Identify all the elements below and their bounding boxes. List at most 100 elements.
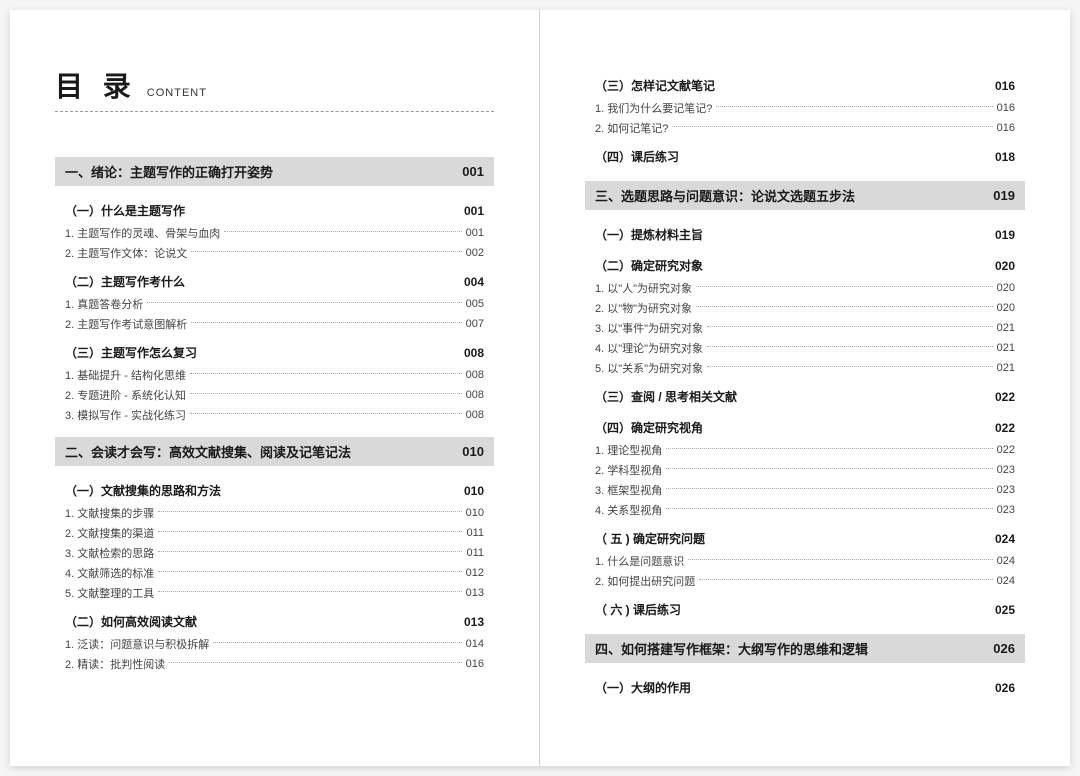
toc-page: 019	[995, 228, 1015, 242]
toc-page: 014	[466, 638, 484, 650]
toc-label: 3. 模拟写作 - 实战化练习	[65, 407, 186, 423]
toc-item: 2. 主题写作文体：论说文002	[55, 245, 494, 261]
toc-label: （ 六 ) 课后练习	[595, 601, 681, 618]
toc-dots	[699, 579, 992, 580]
toc-page: 001	[464, 204, 484, 218]
toc-dots	[666, 488, 992, 489]
toc-item: 1. 主题写作的灵魂、骨架与血肉001	[55, 225, 494, 241]
toc-page: 016	[997, 122, 1015, 134]
toc-page: 010	[466, 507, 484, 519]
toc-dots	[191, 322, 461, 323]
toc-section: （二）确定研究对象 020	[585, 251, 1025, 276]
toc-label: 2. 精读：批判性阅读	[65, 656, 165, 672]
toc-item: 1. 文献搜集的步骤 010	[55, 505, 494, 521]
toc-item: 4. 关系型视角023	[585, 502, 1025, 518]
page-right: （三）怎样记文献笔记016 1. 我们为什么要记笔记?016 2. 如何记笔记?01…	[540, 10, 1070, 766]
toc-label: 1. 主题写作的灵魂、骨架与血肉	[65, 225, 220, 241]
toc-item: 1. 什么是问题意识024	[585, 553, 1025, 569]
toc-section: （四）课后练习018	[585, 142, 1025, 167]
toc-page: 016	[997, 102, 1015, 114]
toc-chapter: 四、如何搭建写作框架：大纲写作的思维和逻辑026	[585, 634, 1025, 663]
toc-page: 008	[466, 369, 484, 381]
toc-item: 2. 如何提出研究问题024	[585, 573, 1025, 589]
toc-dots	[169, 662, 461, 663]
toc-page: 001	[462, 164, 484, 179]
toc-dots	[666, 508, 992, 509]
toc-page: 016	[466, 658, 484, 670]
toc-page: 020	[997, 282, 1015, 294]
toc-label: （四）课后练习	[595, 148, 679, 165]
toc-label: （二）如何高效阅读文献	[65, 613, 197, 630]
toc-page: 023	[997, 504, 1015, 516]
title-main: 目 录	[55, 65, 137, 105]
toc-label: 2. 专题进阶 - 系统化认知	[65, 387, 186, 403]
toc-item: 1. 基础提升 - 结构化思维 008	[55, 367, 494, 383]
toc-page: 021	[997, 342, 1015, 354]
toc-label: 3. 文献检索的思路	[65, 545, 154, 561]
toc-label: 1. 真题答卷分析	[65, 296, 143, 312]
toc-dots	[688, 559, 992, 560]
toc-label: （ 五 ) 确定研究问题	[595, 530, 705, 547]
toc-label: （二）主题写作考什么	[65, 273, 185, 290]
toc-page: 021	[997, 322, 1015, 334]
toc-item: 3. 以"事件"为研究对象021	[585, 320, 1025, 336]
toc-page: 021	[997, 362, 1015, 374]
toc-label: 1. 文献搜集的步骤	[65, 505, 154, 521]
toc-label: 2. 文献搜集的渠道	[65, 525, 154, 541]
toc-item: 2. 文献搜集的渠道 011	[55, 525, 494, 541]
toc-page: 022	[995, 421, 1015, 435]
toc-page: 008	[466, 409, 484, 421]
toc-label: （四）确定研究视角	[595, 419, 703, 436]
toc-dots	[191, 251, 461, 252]
toc-label: 2. 以"物"为研究对象	[595, 300, 692, 316]
toc-page: 011	[466, 527, 484, 539]
toc-page: 023	[997, 464, 1015, 476]
toc-section: （三）怎样记文献笔记016	[585, 71, 1025, 96]
toc-dots	[190, 393, 462, 394]
toc-section: （二）主题写作考什么 004	[55, 267, 494, 292]
toc-dots	[696, 306, 993, 307]
toc-page: 020	[995, 259, 1015, 273]
toc-item: 1. 我们为什么要记笔记?016	[585, 100, 1025, 116]
toc-page: 019	[993, 188, 1015, 203]
toc-dots	[707, 366, 993, 367]
toc-dots	[158, 531, 462, 532]
toc-label: 一、绪论：主题写作的正确打开姿势	[65, 162, 273, 181]
toc-page: 011	[466, 547, 484, 559]
toc-section: （ 六 ) 课后练习 025	[585, 595, 1025, 620]
toc-label: 5. 以"关系"为研究对象	[595, 360, 703, 376]
toc-item: 5. 文献整理的工具013	[55, 585, 494, 601]
toc-section: （三）主题写作怎么复习008	[55, 338, 494, 363]
toc-chapter: 三、选题思路与问题意识：论说文选题五步法 019	[585, 181, 1025, 210]
toc-label: （三）查阅 / 思考相关文献	[595, 388, 737, 405]
toc-page: 016	[995, 79, 1015, 93]
toc-page: 024	[997, 575, 1015, 587]
toc-chapter: 二、会读才会写：高效文献搜集、阅读及记笔记法 010	[55, 437, 494, 466]
toc-page: 008	[466, 389, 484, 401]
toc-label: 二、会读才会写：高效文献搜集、阅读及记笔记法	[65, 442, 351, 461]
toc-label: 1. 基础提升 - 结构化思维	[65, 367, 186, 383]
toc-item: 2. 如何记笔记?016	[585, 120, 1025, 136]
toc-item: 4. 文献筛选的标准012	[55, 565, 494, 581]
toc-label: 三、选题思路与问题意识：论说文选题五步法	[595, 186, 855, 205]
toc-label: （二）确定研究对象	[595, 257, 703, 274]
toc-page: 008	[464, 346, 484, 360]
toc-label: 2. 主题写作考试意图解析	[65, 316, 187, 332]
toc-label: 3. 框架型视角	[595, 482, 662, 498]
toc-page: 026	[993, 641, 1015, 656]
toc-label: （一）什么是主题写作	[65, 202, 185, 219]
title-sub: CONTENT	[147, 87, 207, 99]
toc-page: 022	[997, 444, 1015, 456]
toc-dots	[707, 326, 993, 327]
toc-item: 2. 专题进阶 - 系统化认知 008	[55, 387, 494, 403]
toc-page: 004	[464, 275, 484, 289]
toc-item: 3. 框架型视角023	[585, 482, 1025, 498]
toc-page: 025	[995, 603, 1015, 617]
toc-page: 010	[462, 444, 484, 459]
toc-label: （一）提炼材料主旨	[595, 226, 703, 243]
toc-item: 4. 以"理论"为研究对象021	[585, 340, 1025, 356]
toc-section: （二）如何高效阅读文献013	[55, 607, 494, 632]
toc-dots	[213, 642, 461, 643]
toc-item: 1. 以"人"为研究对象020	[585, 280, 1025, 296]
toc-dots	[190, 373, 462, 374]
